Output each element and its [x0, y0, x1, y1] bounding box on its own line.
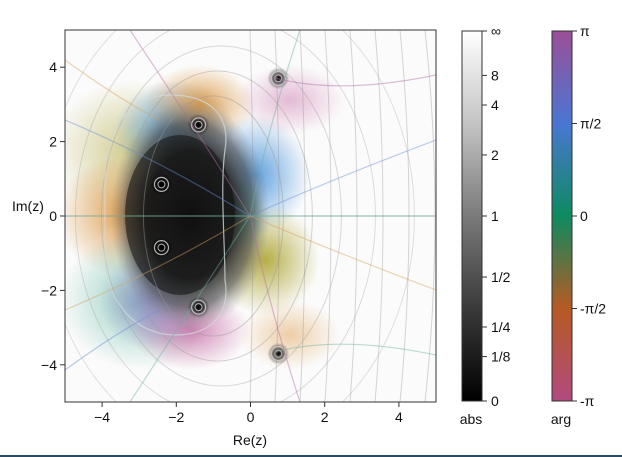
phase-line	[274, 74, 436, 87]
zero-point	[187, 296, 210, 319]
zero-ring-outer	[190, 299, 207, 315]
x-tick-label: −2	[168, 409, 184, 425]
dark-core-inner	[125, 135, 235, 295]
abs-tick-label: 2	[491, 147, 499, 163]
arg-colorbar: π π/2 0 -π/2 -π arg	[551, 23, 606, 427]
modulus-contour-right	[374, 30, 384, 402]
arg-tick-label: π/2	[580, 116, 602, 132]
modulus-contour	[121, 70, 313, 362]
y-axis-label: Im(z)	[12, 198, 44, 214]
zero-point	[150, 173, 173, 196]
zero-ring-inner	[274, 74, 283, 83]
abs-tick-label: 8	[491, 67, 499, 83]
abs-colorbar: ∞ 8 4 2 1 1/2 1/4 1/8 0 abs	[460, 23, 511, 427]
zero-ring-inner	[194, 303, 203, 312]
phase-line	[65, 309, 161, 371]
phase-line	[274, 343, 436, 356]
modulus-contour	[100, 45, 342, 387]
modulus-contour	[65, 30, 415, 402]
x-axis-label: Re(z)	[233, 432, 267, 448]
y-tick-label: 0	[49, 208, 57, 224]
phase-line	[65, 119, 251, 217]
zero-ring-outer	[153, 176, 170, 192]
modulus-contour-right	[299, 30, 306, 402]
phase-line	[129, 215, 251, 402]
zero-point	[267, 342, 290, 365]
arg-colorbar-ticks: π π/2 0 -π/2 -π	[572, 23, 606, 409]
zero-ring-outer	[270, 70, 286, 86]
arg-tick-label: 0	[580, 208, 588, 224]
halo-orange-bottom	[240, 300, 340, 370]
y-tick-label: 4	[49, 59, 57, 75]
phase-line	[249, 215, 436, 291]
modulus-contour-right	[324, 30, 332, 402]
phase-line	[65, 215, 251, 311]
phase-line	[65, 59, 161, 121]
phase-line	[249, 139, 436, 217]
arg-colorbar-gradient	[551, 30, 573, 402]
zero-ring-inner	[274, 349, 283, 358]
arg-colorbar-label: arg	[551, 411, 571, 427]
x-axis: −4 −2 0 2 4	[94, 402, 403, 425]
y-axis: −4 −2 0 2 4	[41, 59, 65, 373]
abs-tick-label: 1/2	[491, 269, 511, 285]
modulus-contour-right	[399, 30, 410, 402]
abs-tick-label: 0	[491, 393, 499, 409]
arg-tick-label: π	[580, 23, 590, 39]
abs-colorbar-label: abs	[460, 411, 483, 427]
abs-tick-label: 1	[491, 208, 499, 224]
zero-ring-inner	[157, 243, 166, 252]
zero-markers	[150, 67, 290, 365]
modulus-contour-right	[249, 30, 254, 402]
abs-colorbar-ticks: ∞ 8 4 2 1 1/2 1/4 1/8 0	[482, 23, 511, 409]
abs-tick-label: 1/4	[491, 319, 511, 335]
y-tick-label: 2	[49, 134, 57, 150]
x-tick-label: 0	[247, 409, 255, 425]
y-tick-label: −4	[41, 357, 57, 373]
modulus-contour	[74, 30, 376, 402]
zero-ring-inner	[157, 180, 166, 189]
zero-ring-inner	[194, 120, 203, 129]
modulus-contour-inner	[104, 94, 227, 336]
x-tick-label: 2	[321, 409, 329, 425]
modulus-contour-right	[424, 30, 436, 402]
modulus-contour-right	[274, 30, 280, 402]
y-tick-label: −2	[41, 282, 57, 298]
abs-tick-label: 1/8	[491, 349, 511, 365]
contour-lines	[65, 30, 436, 402]
zero-point	[150, 236, 173, 259]
zero-point	[187, 113, 210, 136]
modulus-contour-right	[349, 30, 358, 402]
abs-colorbar-gradient	[461, 30, 483, 402]
zero-point	[267, 67, 290, 90]
modulus-contour	[142, 95, 284, 337]
zero-ring-outer	[153, 240, 170, 256]
zero-ring-outer	[270, 346, 286, 362]
zero-ring-outer	[190, 117, 207, 133]
arg-tick-label: -π	[580, 393, 595, 409]
plot-area	[65, 30, 436, 402]
phase-line	[129, 30, 251, 217]
phase-line	[249, 30, 301, 217]
abs-tick-label: ∞	[491, 23, 501, 39]
phase-line	[249, 215, 301, 402]
halo-pink-top	[235, 65, 345, 135]
x-tick-label: −4	[94, 409, 110, 425]
abs-tick-label: 4	[491, 97, 499, 113]
arg-tick-label: -π/2	[580, 301, 606, 317]
x-tick-label: 4	[395, 409, 403, 425]
bottom-rule	[0, 455, 622, 457]
